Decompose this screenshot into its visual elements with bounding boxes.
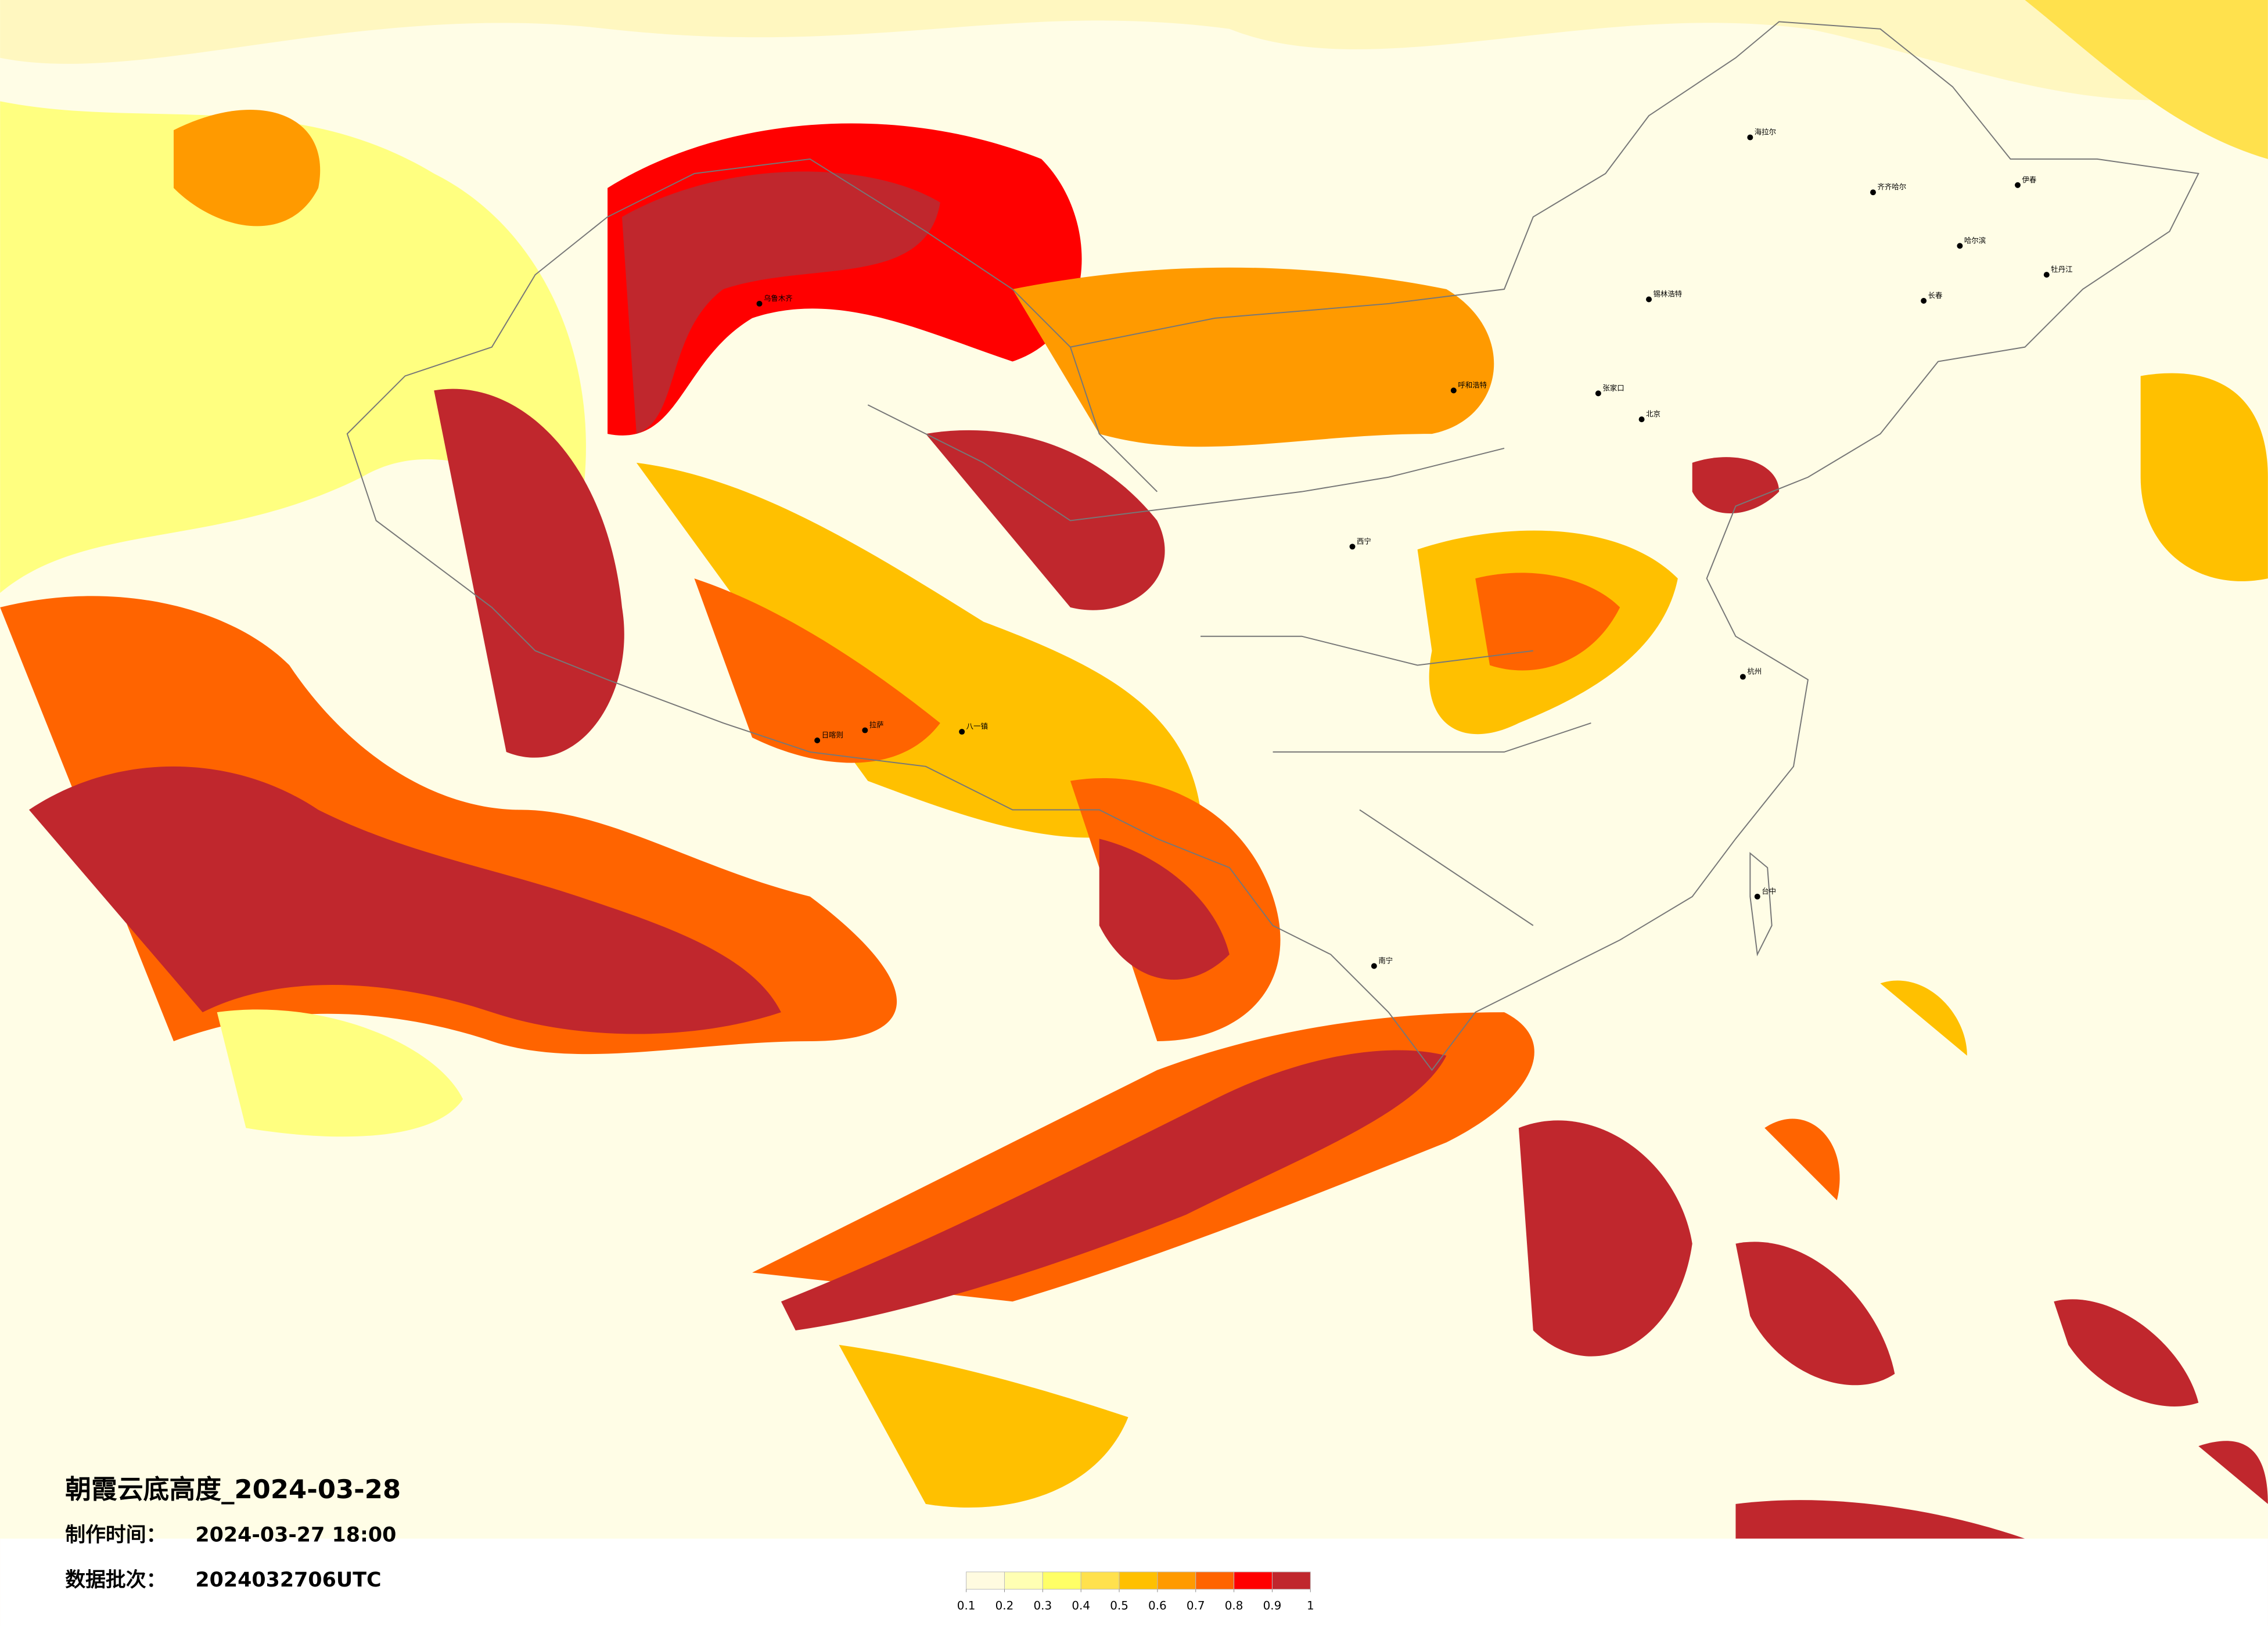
colorbar-label: 0.2 (995, 1599, 1014, 1613)
batch: 2024032706UTC (195, 1569, 381, 1592)
city-dot (1595, 390, 1601, 397)
city-dot (756, 300, 763, 307)
city-dot (959, 729, 965, 735)
city-dot (1646, 296, 1652, 303)
colorbar-label: 0.9 (1263, 1599, 1282, 1613)
city-label: 呼和浩特 (1458, 380, 1487, 389)
colorbar-cell (1195, 1571, 1235, 1590)
title: 朝霞云底高度_2024-03-28 (65, 1474, 401, 1505)
city-label: 北京 (1646, 409, 1660, 418)
city-dot (1957, 243, 1963, 249)
colorbar-label: 0.6 (1148, 1599, 1167, 1613)
city-dot (1747, 134, 1753, 141)
city-dot (862, 727, 868, 733)
made-time: 2024-03-27 18:00 (195, 1524, 396, 1547)
city-label: 牡丹江 (2051, 265, 2072, 274)
colorbar-label: 0.7 (1187, 1599, 1205, 1613)
city-dot (814, 738, 821, 743)
colorbar-label: 0.1 (957, 1599, 976, 1613)
city-dot (1349, 544, 1356, 550)
city-label: 杭州 (1747, 667, 1762, 675)
city-dot (1921, 297, 1927, 304)
city-label: 八一镇 (966, 722, 988, 731)
batch-label: 数据批次： (65, 1569, 166, 1592)
city-label: 西宁 (1357, 537, 1371, 545)
colorbar-cell (1004, 1571, 1043, 1590)
colorbar-cell (1234, 1571, 1273, 1590)
city-dot (1371, 963, 1377, 969)
colorbar-cell (1157, 1571, 1196, 1590)
colorbar-cell (1080, 1571, 1120, 1590)
city-label: 长春 (1928, 291, 1943, 300)
city-label: 乌鲁木齐 (764, 294, 793, 303)
city-label: 拉萨 (869, 721, 884, 729)
city-label: 南宁 (1378, 956, 1393, 965)
colorbar-label: 0.3 (1034, 1599, 1052, 1613)
city-label: 台中 (1762, 887, 1776, 895)
colorbar-cell (1271, 1571, 1311, 1590)
city-dot (1450, 387, 1457, 394)
colorbar-cell (966, 1571, 1005, 1590)
colorbar: 0.1 0.2 0.3 0.4 0.5 0.6 0.7 0.8 0.9 1 (957, 1571, 1314, 1613)
city-dot (1739, 674, 1746, 680)
city-dot (2043, 272, 2050, 278)
city-dot (2015, 182, 2021, 188)
city-label: 齐齐哈尔 (1877, 182, 1906, 191)
city-label: 日喀则 (822, 731, 843, 739)
city-dot (1870, 189, 1876, 196)
colorbar-label: 0.8 (1225, 1599, 1243, 1613)
city-label: 哈尔滨 (1964, 236, 1986, 244)
colorbar-label: 0.4 (1072, 1599, 1090, 1613)
city-label: 张家口 (1602, 383, 1624, 392)
colorbar-cell (1119, 1571, 1158, 1590)
made-label: 制作时间： (65, 1524, 166, 1547)
city-dot (1638, 416, 1645, 423)
city-label: 锡林浩特 (1653, 289, 1682, 298)
borders (346, 21, 2199, 1071)
colorbar-cell (1042, 1571, 1081, 1590)
colorbar-label: 1 (1307, 1599, 1314, 1613)
city-label: 伊春 (2022, 175, 2036, 184)
city-label: 海拉尔 (1755, 128, 1776, 136)
colorbar-label: 0.5 (1110, 1599, 1128, 1613)
city-dot (1754, 893, 1760, 900)
